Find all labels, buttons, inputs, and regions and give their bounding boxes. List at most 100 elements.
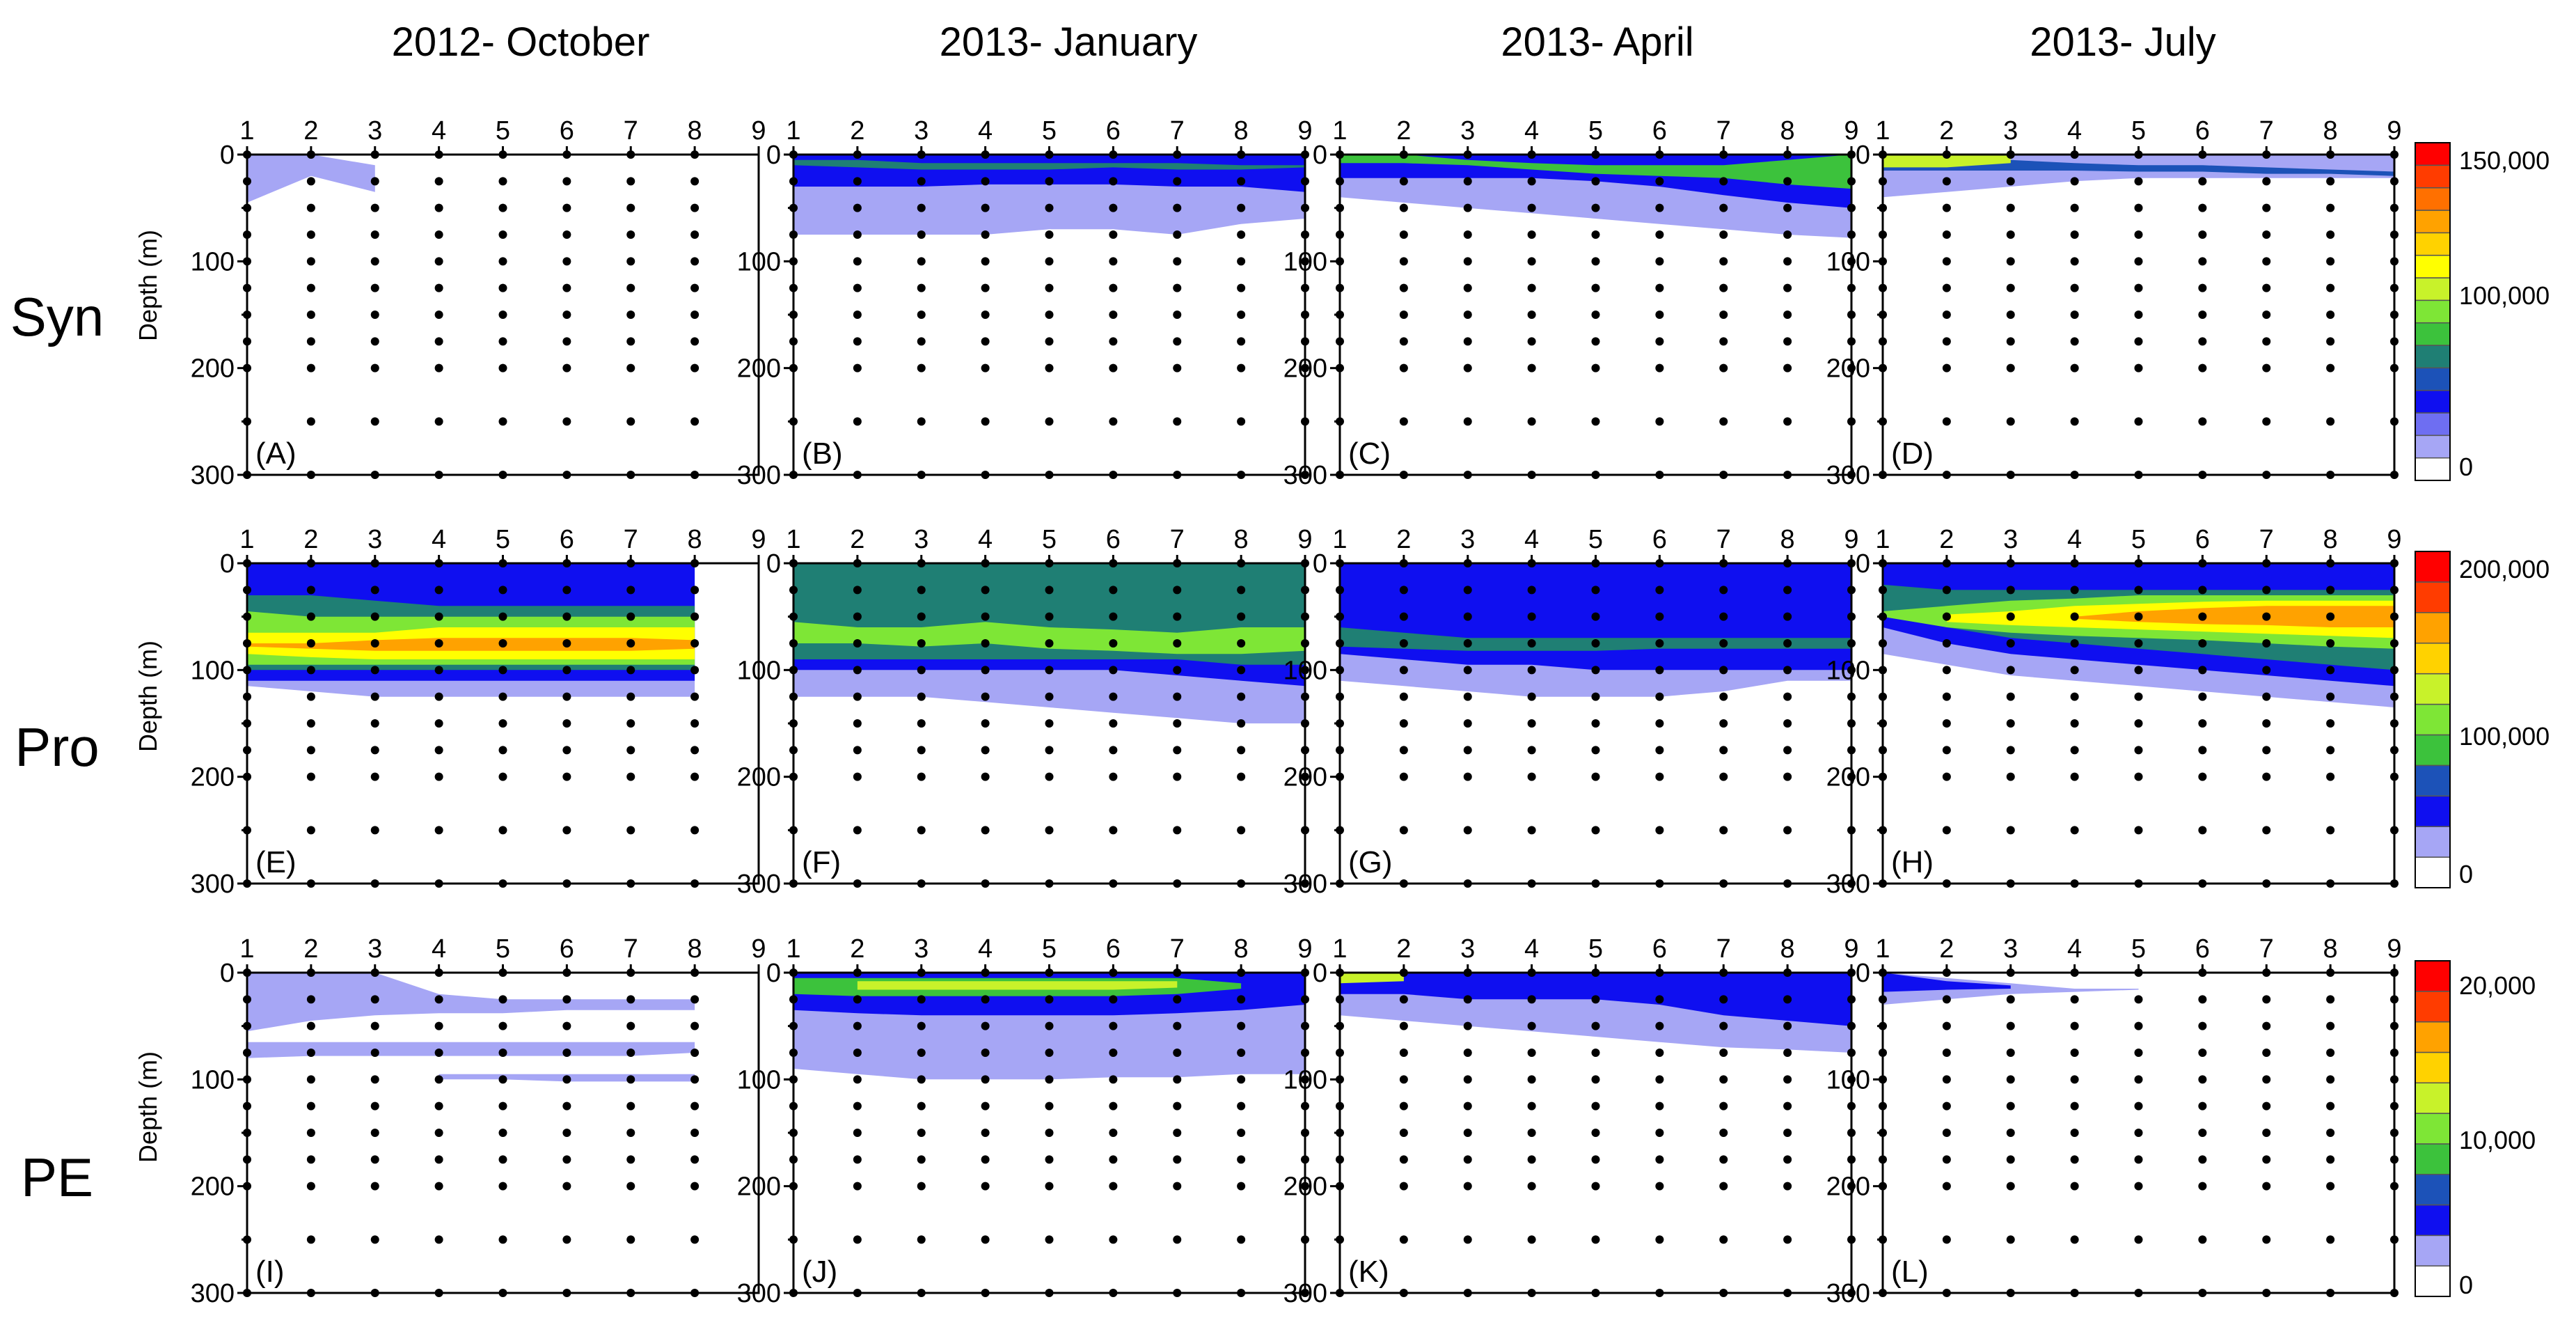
sample-point — [2390, 1235, 2399, 1244]
sample-point — [789, 150, 798, 159]
sample-point — [370, 639, 379, 648]
sample-point — [1301, 772, 1309, 781]
sample-point — [2006, 283, 2015, 292]
x-tick-label: 5 — [1042, 525, 1057, 554]
sample-point — [562, 150, 571, 159]
sample-point — [789, 337, 798, 346]
sample-point — [1591, 995, 1600, 1004]
sample-point — [2390, 471, 2399, 479]
sample-point — [370, 1129, 379, 1137]
sample-point — [2326, 1129, 2335, 1137]
y-tick-label: 0 — [1856, 549, 1870, 579]
sample-point — [2134, 1075, 2143, 1084]
y-tick-label: 200 — [1826, 1172, 1870, 1202]
sample-point — [1783, 666, 1792, 675]
panel-label: (B) — [802, 437, 843, 471]
sample-point — [1237, 968, 1246, 977]
sample-point — [306, 1182, 315, 1191]
sample-point — [1301, 639, 1309, 648]
sample-point — [434, 559, 443, 567]
sample-point — [1527, 826, 1536, 835]
sample-point — [2006, 1101, 2015, 1111]
sample-point — [1399, 995, 1408, 1004]
sample-point — [626, 772, 635, 781]
x-tick-label: 3 — [1460, 934, 1475, 964]
sample-point — [2006, 203, 2015, 212]
sample-point — [1109, 968, 1118, 977]
sample-point — [1527, 746, 1536, 755]
sample-point — [917, 879, 926, 888]
sample-point — [2134, 879, 2143, 888]
sample-point — [2326, 995, 2335, 1004]
sample-point — [1879, 879, 1887, 888]
sample-point — [243, 257, 251, 266]
x-tick-label: 3 — [2003, 525, 2018, 554]
sample-point — [2198, 746, 2207, 755]
sample-point — [243, 826, 251, 835]
sample-point — [1173, 692, 1182, 701]
x-tick-label: 9 — [751, 934, 766, 964]
panel: 1 2 3 4 5 6 7 8 9 0 100 200 300 (E) — [191, 525, 766, 899]
x-tick-label: 2 — [1939, 116, 1954, 146]
y-tick-label: 100 — [1826, 656, 1870, 685]
sample-point — [853, 586, 862, 595]
sample-point — [243, 879, 251, 888]
sample-point — [306, 283, 315, 292]
sample-point — [1301, 257, 1309, 266]
sample-point — [1527, 283, 1536, 292]
sample-point — [1045, 1235, 1054, 1244]
sample-point — [1463, 639, 1472, 648]
sample-point — [690, 968, 700, 977]
sample-point — [1237, 363, 1246, 372]
sample-point — [562, 666, 571, 675]
sample-point — [789, 746, 798, 755]
sample-point — [1847, 203, 1856, 212]
sample-point — [1783, 1075, 1792, 1084]
sample-point — [789, 283, 798, 292]
panel-label: (D) — [1891, 437, 1934, 471]
x-tick-label: 5 — [1588, 116, 1603, 146]
sample-point — [1527, 1021, 1536, 1030]
sample-point — [1879, 230, 1887, 239]
sample-point — [370, 1182, 379, 1191]
sample-point — [690, 692, 700, 701]
x-tick-label: 2 — [303, 116, 318, 146]
sample-point — [2198, 471, 2207, 479]
sample-point — [2070, 1049, 2079, 1057]
sample-point — [2198, 995, 2207, 1004]
sample-point — [2070, 746, 2079, 755]
x-tick-label: 1 — [1332, 934, 1347, 964]
sample-point — [2134, 283, 2143, 292]
sample-point — [1942, 968, 1951, 977]
sample-point — [498, 177, 507, 186]
sample-point — [626, 879, 635, 888]
sample-point — [1336, 363, 1344, 372]
sample-point — [1655, 968, 1664, 977]
sample-point — [1783, 230, 1792, 239]
sample-point — [917, 1289, 926, 1297]
y-tick-label: 200 — [1283, 763, 1327, 792]
contour-band — [857, 981, 1178, 990]
sample-point — [498, 692, 507, 701]
sample-point — [1655, 692, 1664, 701]
y-tick-label: 100 — [191, 656, 235, 685]
sample-point — [1591, 283, 1600, 292]
x-tick-label: 8 — [688, 934, 702, 964]
sample-point — [1336, 257, 1344, 266]
sample-point — [1336, 692, 1344, 701]
colorbar-frame — [2415, 960, 2451, 1297]
sample-point — [1173, 203, 1182, 212]
sample-point — [1719, 1049, 1728, 1057]
sample-point — [1045, 417, 1054, 426]
sample-point — [1237, 1235, 1246, 1244]
row-label-pe: PE — [21, 1147, 93, 1208]
sample-point — [1527, 666, 1536, 675]
x-tick-label: 6 — [2195, 525, 2210, 554]
sample-point — [306, 1155, 315, 1164]
sample-point — [2326, 471, 2335, 479]
x-tick-label: 9 — [1297, 934, 1312, 964]
sample-point — [1783, 417, 1792, 426]
panel-label: (H) — [1891, 845, 1934, 879]
sample-point — [498, 719, 507, 728]
